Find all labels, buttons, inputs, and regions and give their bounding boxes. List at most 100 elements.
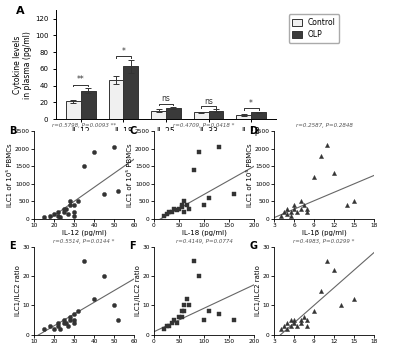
Point [161, 326, 167, 332]
Point [231, 192, 237, 197]
Point [75, 308, 81, 314]
Point [101, 273, 107, 279]
Point [301, 202, 307, 208]
Text: C: C [129, 126, 136, 136]
Point [176, 314, 182, 320]
Point [288, 209, 294, 215]
Point [298, 317, 304, 323]
Point [178, 202, 185, 208]
Point [216, 144, 222, 150]
Point [178, 314, 185, 320]
Point [51, 326, 57, 332]
Text: G: G [249, 241, 257, 252]
Point [115, 188, 121, 194]
Point [51, 211, 57, 217]
Point [61, 320, 67, 326]
Point [298, 199, 304, 204]
Point [91, 297, 97, 302]
Point [278, 213, 284, 218]
Text: *: * [249, 99, 253, 108]
Point [183, 202, 190, 208]
Point [338, 303, 344, 308]
Bar [108, 80, 124, 119]
Point [206, 308, 212, 314]
Point [288, 317, 294, 323]
Point [288, 213, 294, 218]
Point [111, 144, 117, 150]
Point [67, 314, 73, 320]
Y-axis label: ILC1 of 10⁵ PBMCs: ILC1 of 10⁵ PBMCs [128, 143, 134, 207]
Y-axis label: ILC1/ILC2 ratio: ILC1/ILC2 ratio [255, 265, 261, 316]
Point [298, 206, 304, 211]
Point [291, 317, 297, 323]
Point [284, 326, 290, 332]
Point [331, 170, 337, 176]
Point [161, 213, 167, 218]
Point [55, 209, 61, 215]
Point [63, 320, 69, 326]
Point [216, 311, 222, 317]
Point [163, 211, 170, 217]
Point [61, 206, 67, 211]
Text: r=0.4983, P=0.0299 *: r=0.4983, P=0.0299 * [293, 239, 355, 244]
Point [304, 206, 310, 211]
Point [291, 202, 297, 208]
X-axis label: IL-18 (pg/ml): IL-18 (pg/ml) [182, 230, 226, 236]
Point [71, 209, 77, 215]
Y-axis label: Cytokine levels
in plasma (pg/ml): Cytokine levels in plasma (pg/ml) [13, 31, 32, 99]
Point [304, 209, 310, 215]
Text: A: A [16, 6, 25, 16]
Text: E: E [9, 241, 16, 252]
Point [171, 317, 177, 323]
Bar [66, 101, 81, 119]
Point [181, 303, 187, 308]
Bar [124, 66, 138, 119]
Point [284, 211, 290, 217]
Y-axis label: ILC1/ILC2 ratio: ILC1/ILC2 ratio [135, 265, 141, 316]
Bar [166, 108, 181, 119]
Y-axis label: ILC1/ILC2 ratio: ILC1/ILC2 ratio [15, 265, 21, 316]
Bar [251, 112, 266, 119]
Point [75, 199, 81, 204]
Point [301, 314, 307, 320]
Point [81, 259, 87, 264]
Point [324, 259, 330, 264]
Point [344, 202, 350, 208]
Text: r=0.2587, P=0.2848: r=0.2587, P=0.2848 [296, 124, 352, 128]
Bar [194, 112, 208, 119]
Point [55, 323, 61, 328]
Point [81, 164, 87, 169]
Point [278, 326, 284, 332]
Point [201, 202, 207, 208]
Text: r=0.4709, P=0.0418 *: r=0.4709, P=0.0418 * [173, 124, 235, 128]
Point [65, 211, 71, 217]
Point [171, 206, 177, 211]
Point [115, 317, 121, 323]
Point [166, 209, 172, 215]
Point [166, 323, 172, 328]
Point [201, 317, 207, 323]
Text: B: B [9, 126, 16, 136]
Point [178, 204, 185, 209]
Point [61, 209, 67, 215]
Point [298, 320, 304, 326]
Point [41, 326, 47, 332]
Point [331, 267, 337, 273]
Point [284, 206, 290, 211]
Point [291, 206, 297, 211]
Point [291, 320, 297, 326]
Point [351, 199, 357, 204]
Text: ns: ns [162, 94, 170, 103]
Point [311, 308, 317, 314]
Point [71, 311, 77, 317]
Point [186, 206, 192, 211]
Point [67, 317, 73, 323]
Point [294, 209, 300, 215]
Point [181, 308, 187, 314]
X-axis label: IL-12 (pg/ml): IL-12 (pg/ml) [62, 230, 106, 236]
Point [41, 215, 47, 220]
Text: D: D [249, 126, 257, 136]
Point [304, 317, 310, 323]
Point [67, 202, 73, 208]
Point [351, 297, 357, 302]
